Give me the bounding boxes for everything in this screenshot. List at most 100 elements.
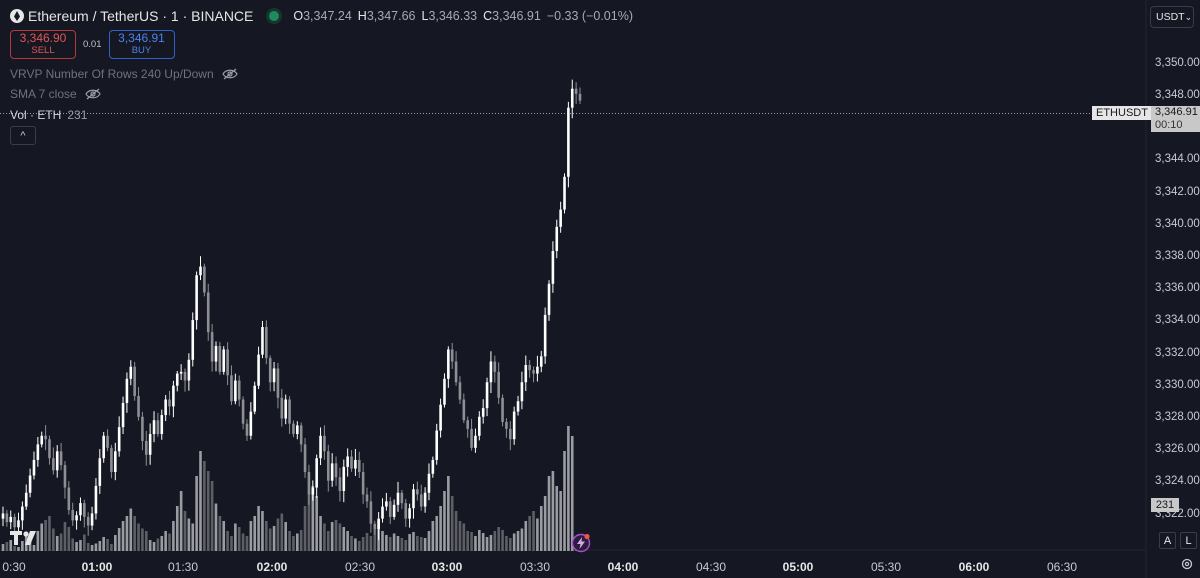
volume-bar — [323, 523, 326, 551]
volume-bar — [505, 536, 508, 551]
candle-body — [369, 501, 373, 524]
candle-body — [32, 459, 36, 476]
volume-legend[interactable]: Vol · ETH 231 — [10, 108, 87, 122]
volume-bar — [63, 522, 67, 551]
candle-body — [489, 361, 493, 383]
candle-body — [443, 378, 446, 405]
candle-body — [497, 371, 500, 398]
candle-body — [423, 492, 427, 507]
candle-body — [24, 492, 28, 507]
volume-bar — [237, 527, 241, 551]
lightning-bolt-icon[interactable] — [571, 533, 591, 553]
volume-bar — [67, 527, 71, 551]
collapse-legend-button[interactable]: ^ — [10, 126, 36, 145]
volume-bar — [419, 537, 423, 551]
candle-body — [276, 368, 280, 398]
candle-body — [148, 434, 152, 455]
volume-bar — [249, 521, 253, 551]
candle-body — [505, 421, 508, 429]
volume-bar — [357, 541, 361, 551]
volume-bar — [400, 538, 404, 551]
candle-body — [106, 435, 109, 448]
candle-body — [412, 489, 415, 509]
candle-body — [570, 88, 574, 108]
candle-body — [323, 435, 326, 452]
candle-body — [83, 503, 86, 517]
candle-body — [578, 93, 582, 101]
price-tick: 3,332.00 — [1155, 347, 1200, 359]
volume-bar — [280, 513, 284, 551]
volume-bar — [210, 481, 214, 551]
volume-bar — [187, 518, 191, 551]
volume-bar — [141, 528, 144, 551]
log-scale-button[interactable]: L — [1180, 532, 1197, 549]
volume-bar — [179, 491, 183, 551]
volume-bar — [102, 537, 105, 551]
candle-body — [36, 444, 40, 460]
candle-body — [454, 361, 458, 383]
indicator-vrvp[interactable]: VRVP Number Of Rows 240 Up/Down — [10, 67, 238, 81]
candle-body — [152, 420, 156, 435]
candle-body — [288, 399, 291, 424]
price-tick: 3,326.00 — [1155, 443, 1200, 455]
candle-body — [191, 320, 195, 360]
volume-bar — [478, 530, 481, 551]
candle-body — [203, 266, 206, 293]
volume-bar — [404, 540, 408, 551]
price-tick: 3,340.00 — [1155, 218, 1200, 230]
candle-body — [354, 459, 357, 469]
candle-body — [71, 510, 75, 521]
tradingview-logo[interactable] — [10, 528, 44, 546]
candle-body — [555, 226, 559, 252]
candle-body — [144, 440, 148, 455]
volume-bar — [311, 486, 315, 551]
symbol-legend[interactable]: Ethereum / TetherUS · 1 · BINANCE O3,347… — [10, 8, 633, 24]
volume-bar — [183, 511, 187, 551]
buy-button[interactable]: 3,346.91 BUY — [108, 30, 175, 59]
sell-button[interactable]: 3,346.90 SELL — [10, 30, 76, 59]
candle-body — [450, 349, 454, 362]
volume-bar — [106, 539, 109, 551]
candle-body — [218, 345, 222, 372]
time-tick: 06:00 — [958, 560, 990, 574]
currency-select[interactable]: USDT ⌄ — [1150, 6, 1194, 28]
volume-bar — [32, 545, 36, 551]
candle-body — [280, 397, 284, 419]
volume-bar — [381, 531, 384, 551]
indicator-sma[interactable]: SMA 7 close — [10, 87, 101, 101]
ohlc-open-value: 3,347.24 — [303, 9, 352, 23]
candle-body — [404, 503, 408, 519]
candle-body — [44, 435, 47, 440]
volume-bar — [175, 506, 179, 551]
volume-bar — [458, 521, 462, 551]
ohlc-open-key: O — [293, 9, 304, 23]
volume-bar — [272, 526, 276, 551]
time-tick: 02:30 — [344, 560, 376, 574]
candle-body — [435, 430, 439, 460]
eye-hidden-icon[interactable] — [221, 68, 238, 80]
auto-scale-button[interactable]: A — [1159, 532, 1176, 549]
volume-bar — [98, 541, 102, 551]
candle-body — [160, 415, 164, 435]
volume-bar — [385, 535, 388, 551]
symbol-title[interactable]: Ethereum / TetherUS · 1 · BINANCE — [28, 8, 254, 24]
settings-gear-icon[interactable] — [1180, 557, 1194, 571]
volume-bar — [570, 436, 574, 551]
candle-body — [377, 518, 380, 530]
volume-bar — [241, 533, 245, 551]
eye-hidden-icon[interactable] — [85, 88, 101, 100]
candle-body — [187, 359, 191, 381]
candle-body — [516, 401, 520, 412]
candle-body — [408, 508, 411, 519]
volume-bar — [326, 531, 330, 551]
candle-body — [102, 435, 105, 459]
candle-body — [9, 516, 13, 523]
volume-bar — [447, 476, 450, 551]
volume-bar — [512, 533, 516, 551]
time-tick: 05:00 — [782, 560, 814, 574]
volume-bar — [388, 537, 392, 551]
volume-bar — [536, 518, 539, 551]
time-tick: 03:30 — [519, 560, 551, 574]
candle-body — [284, 399, 287, 419]
